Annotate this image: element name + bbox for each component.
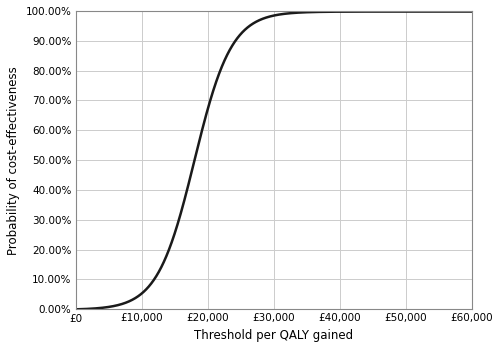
Y-axis label: Probability of cost-effectiveness: Probability of cost-effectiveness — [7, 66, 20, 254]
X-axis label: Threshold per QALY gained: Threshold per QALY gained — [194, 329, 353, 342]
